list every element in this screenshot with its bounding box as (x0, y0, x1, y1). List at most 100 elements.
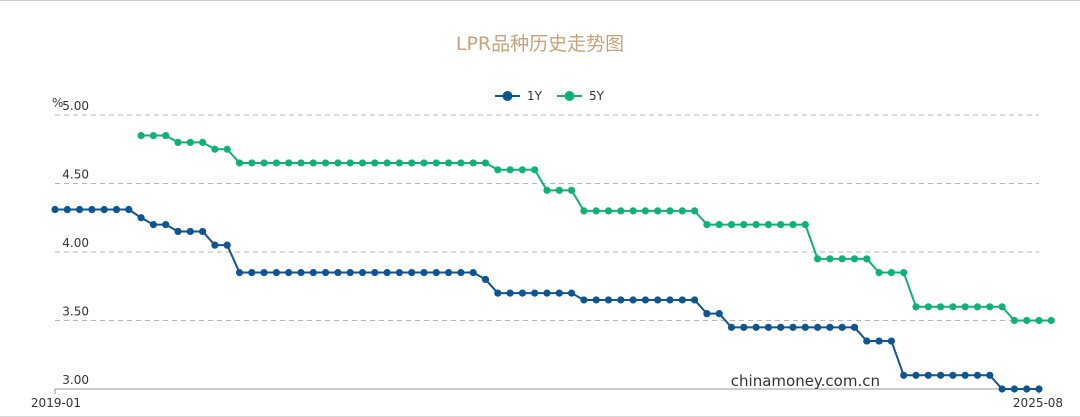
data-point-1y[interactable] (691, 296, 699, 304)
data-point-5y[interactable] (248, 159, 256, 167)
data-point-5y[interactable] (494, 166, 502, 174)
data-point-5y[interactable] (863, 255, 871, 263)
data-point-5y[interactable] (235, 159, 244, 167)
data-point-1y[interactable] (973, 371, 982, 379)
data-point-5y[interactable] (703, 221, 711, 229)
data-point-1y[interactable] (1010, 385, 1019, 393)
data-point-5y[interactable] (149, 131, 157, 140)
data-point-5y[interactable] (186, 138, 194, 146)
data-point-5y[interactable] (629, 207, 637, 215)
data-point-5y[interactable] (457, 159, 465, 167)
data-point-5y[interactable] (518, 166, 527, 174)
data-point-1y[interactable] (518, 289, 527, 297)
data-point-5y[interactable] (420, 159, 428, 167)
data-point-5y[interactable] (346, 159, 354, 167)
data-point-5y[interactable] (961, 303, 969, 311)
data-point-5y[interactable] (469, 159, 477, 167)
data-point-1y[interactable] (998, 385, 1006, 393)
data-point-5y[interactable] (740, 221, 748, 229)
data-point-5y[interactable] (543, 186, 551, 194)
data-point-1y[interactable] (174, 227, 182, 236)
data-point-5y[interactable] (358, 159, 367, 167)
data-point-5y[interactable] (1035, 316, 1043, 325)
data-point-1y[interactable] (223, 241, 231, 249)
data-point-5y[interactable] (826, 255, 834, 263)
data-point-1y[interactable] (248, 268, 256, 277)
data-point-5y[interactable] (297, 159, 305, 167)
data-point-5y[interactable] (162, 131, 170, 140)
data-point-1y[interactable] (814, 323, 822, 331)
data-point-1y[interactable] (937, 371, 945, 379)
data-point-5y[interactable] (986, 303, 994, 311)
data-point-5y[interactable] (912, 303, 920, 311)
data-point-1y[interactable] (383, 268, 391, 277)
data-point-5y[interactable] (137, 131, 145, 140)
data-point-1y[interactable] (641, 296, 650, 304)
data-point-1y[interactable] (568, 289, 576, 297)
data-point-1y[interactable] (912, 371, 920, 379)
data-point-1y[interactable] (666, 296, 674, 304)
data-point-1y[interactable] (51, 205, 59, 214)
data-point-5y[interactable] (1023, 316, 1031, 325)
data-point-1y[interactable] (875, 337, 883, 345)
data-point-1y[interactable] (838, 323, 846, 331)
data-point-1y[interactable] (162, 221, 170, 229)
data-point-1y[interactable] (334, 268, 342, 277)
data-point-1y[interactable] (322, 268, 330, 277)
data-point-5y[interactable] (568, 186, 576, 194)
data-point-5y[interactable] (432, 159, 440, 167)
data-point-1y[interactable] (764, 323, 773, 331)
data-point-1y[interactable] (260, 268, 268, 277)
data-point-1y[interactable] (604, 296, 613, 304)
data-point-1y[interactable] (826, 323, 834, 331)
data-point-1y[interactable] (961, 371, 969, 379)
data-point-1y[interactable] (76, 205, 84, 214)
data-point-5y[interactable] (949, 303, 957, 311)
data-point-1y[interactable] (358, 268, 367, 277)
data-point-1y[interactable] (235, 268, 244, 277)
data-point-1y[interactable] (125, 205, 133, 214)
data-point-1y[interactable] (703, 310, 711, 318)
data-point-1y[interactable] (432, 268, 440, 277)
data-point-1y[interactable] (1035, 385, 1043, 393)
data-point-1y[interactable] (420, 268, 428, 277)
data-point-1y[interactable] (727, 323, 736, 331)
data-point-1y[interactable] (900, 371, 908, 379)
data-point-5y[interactable] (777, 221, 785, 229)
data-point-1y[interactable] (777, 323, 785, 331)
data-point-5y[interactable] (617, 207, 625, 215)
data-point-5y[interactable] (272, 159, 280, 167)
data-point-1y[interactable] (740, 323, 748, 331)
legend-item-1y[interactable]: 1Y (495, 89, 543, 103)
data-point-5y[interactable] (875, 268, 883, 277)
data-point-5y[interactable] (592, 207, 600, 215)
data-point-5y[interactable] (924, 303, 932, 311)
data-point-1y[interactable] (137, 214, 145, 222)
data-point-1y[interactable] (395, 268, 403, 277)
data-point-5y[interactable] (1010, 316, 1019, 325)
data-point-5y[interactable] (998, 303, 1006, 311)
data-point-5y[interactable] (309, 159, 317, 167)
data-point-1y[interactable] (408, 268, 416, 277)
data-point-5y[interactable] (678, 207, 686, 215)
data-point-1y[interactable] (506, 289, 514, 297)
data-point-5y[interactable] (371, 159, 379, 167)
data-point-5y[interactable] (211, 145, 219, 153)
data-point-5y[interactable] (383, 159, 391, 167)
data-point-1y[interactable] (100, 205, 108, 214)
data-point-5y[interactable] (531, 166, 539, 174)
data-point-5y[interactable] (506, 166, 514, 174)
data-point-1y[interactable] (457, 268, 465, 277)
data-point-1y[interactable] (309, 268, 317, 277)
data-point-1y[interactable] (555, 289, 563, 297)
data-point-5y[interactable] (260, 159, 268, 167)
data-point-5y[interactable] (322, 159, 330, 167)
data-point-1y[interactable] (801, 323, 809, 331)
data-point-1y[interactable] (531, 289, 539, 297)
data-point-5y[interactable] (223, 145, 231, 153)
data-point-1y[interactable] (1023, 385, 1031, 393)
data-point-5y[interactable] (937, 303, 945, 311)
data-point-5y[interactable] (395, 159, 403, 167)
data-point-5y[interactable] (654, 207, 662, 215)
data-point-1y[interactable] (297, 268, 305, 277)
